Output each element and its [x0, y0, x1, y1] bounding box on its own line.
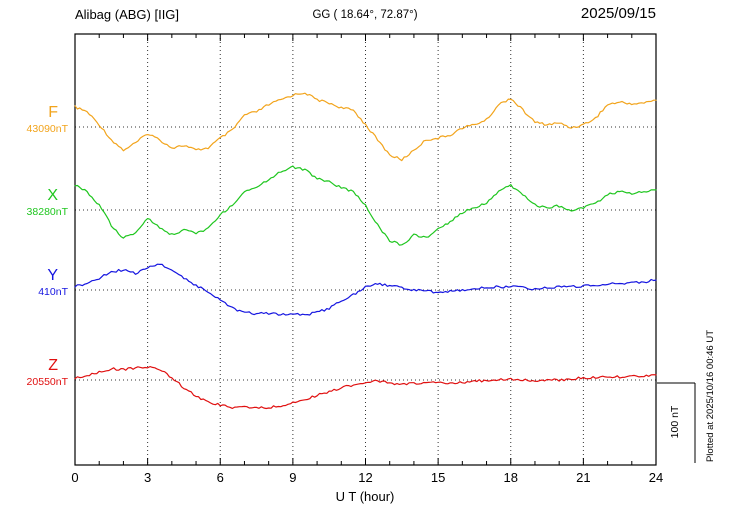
x-axis-title: U T (hour) [335, 489, 395, 504]
x-tick-label: 15 [431, 470, 445, 485]
plotted-timestamp-note: Plotted at 2025/10/16 00:46 UT [705, 329, 716, 463]
trace-Y [74, 263, 657, 316]
trace-Z [74, 366, 657, 410]
series-name-F: F [48, 104, 58, 121]
trace-F [74, 92, 657, 162]
series-label-Y: Y 410nT [4, 268, 68, 298]
x-tick-label: 6 [217, 470, 224, 485]
x-tick-label: 18 [504, 470, 518, 485]
series-name-Y: Y [47, 267, 58, 284]
trace-X [74, 165, 657, 246]
series-name-X: X [47, 187, 58, 204]
series-base-value-F: 43090nT [26, 123, 68, 135]
series-base-value-Z: 20550nT [26, 376, 68, 388]
station-title: Alibag (ABG) [IIG] [75, 7, 180, 22]
scale-bar-label: 100 nT [669, 405, 681, 439]
geographic-coords: GG ( 18.64°, 72.87°) [312, 9, 418, 21]
x-tick-label: 21 [576, 470, 590, 485]
series-base-value-X: 38280nT [26, 206, 68, 218]
series-label-F: F 43090nT [4, 105, 68, 135]
x-tick-label: 9 [289, 470, 296, 485]
x-tick-label: 24 [649, 470, 663, 485]
series-label-X: X 38280nT [4, 188, 68, 218]
x-tick-label: 12 [358, 470, 372, 485]
x-tick-label: 3 [144, 470, 151, 485]
x-tick-label: 0 [71, 470, 78, 485]
plot-date: 2025/09/15 [580, 5, 656, 22]
series-label-Z: Z 20550nT [4, 358, 68, 388]
series-name-Z: Z [48, 357, 58, 374]
series-base-value-Y: 410nT [38, 286, 68, 298]
plot-frame [74, 33, 657, 466]
